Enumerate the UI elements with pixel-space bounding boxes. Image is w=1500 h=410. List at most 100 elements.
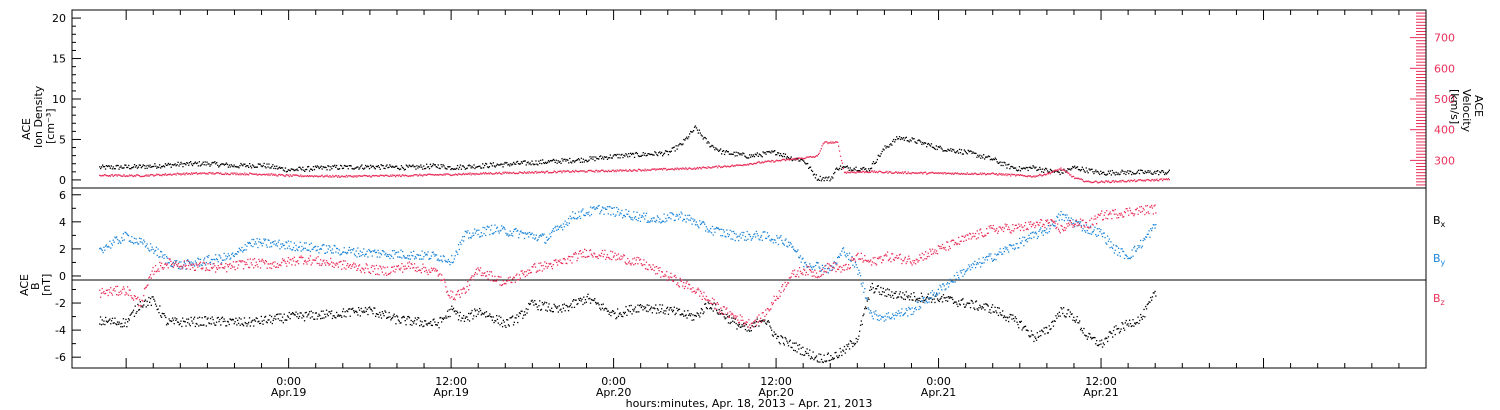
ion-density-point: [170, 166, 172, 168]
bx-point: [539, 300, 541, 302]
ion-density-point: [921, 143, 923, 145]
by-point: [403, 256, 405, 258]
velocity-point: [493, 173, 495, 175]
bx-point: [154, 303, 157, 305]
velocity-point: [869, 171, 872, 174]
velocity-point: [985, 174, 987, 176]
bz-point: [110, 287, 112, 289]
ion-density-point: [405, 164, 407, 166]
bx-point: [1151, 296, 1154, 298]
bx-point: [274, 315, 276, 317]
ion-density-point: [383, 167, 385, 169]
velocity-point: [966, 172, 968, 174]
ion-density-point: [191, 163, 193, 165]
bx-point: [314, 318, 316, 320]
ion-density-point: [871, 163, 874, 165]
bz-point: [103, 290, 105, 293]
velocity-point: [390, 174, 392, 176]
by-point: [1053, 225, 1055, 227]
bx-point: [518, 315, 520, 318]
bx-point: [288, 311, 290, 314]
velocity-point: [861, 171, 863, 173]
bx-point: [309, 317, 312, 319]
by-point: [941, 289, 943, 291]
by-point: [798, 257, 801, 259]
by-point: [221, 259, 224, 261]
by-point: [186, 260, 188, 262]
bx-point: [650, 307, 652, 310]
velocity-point: [798, 157, 800, 159]
ion-density-point: [213, 162, 215, 164]
velocity-point: [565, 170, 567, 172]
bx-point: [375, 313, 378, 315]
by-point: [1130, 256, 1132, 258]
by-point: [410, 251, 412, 253]
by-point: [792, 245, 794, 248]
bx-point: [222, 320, 224, 323]
bz-point: [218, 267, 220, 269]
by-point: [465, 231, 467, 233]
bz-point: [157, 268, 159, 270]
bx-point: [130, 313, 132, 315]
by-point: [452, 261, 455, 263]
ion-density-point: [1147, 170, 1149, 172]
bx-point: [518, 312, 521, 314]
ion-density-point: [145, 165, 147, 167]
bx-point: [832, 358, 835, 360]
velocity-point: [595, 169, 597, 171]
ion-density-point: [411, 165, 413, 167]
by-point: [401, 257, 403, 259]
ion-density-point: [464, 168, 466, 170]
ion-density-point: [418, 165, 420, 167]
ion-density-point: [269, 167, 271, 169]
bx-point: [598, 304, 600, 306]
velocity-point: [983, 173, 985, 175]
bx-point: [825, 361, 827, 363]
by-point: [641, 214, 643, 217]
ion-density-point: [575, 159, 578, 161]
bx-point: [118, 321, 120, 323]
ion-density-point: [506, 161, 508, 164]
by-point: [615, 214, 617, 216]
ion-density-point: [512, 163, 514, 165]
by-point: [1139, 245, 1141, 247]
by-point: [882, 316, 884, 318]
bx-point: [877, 285, 879, 287]
velocity-point: [555, 172, 557, 174]
velocity-point: [133, 175, 136, 177]
bz-point: [152, 266, 154, 269]
bz-point: [179, 265, 181, 268]
bx-point: [1135, 322, 1137, 324]
by-point: [459, 241, 461, 243]
velocity-point: [1090, 181, 1092, 184]
velocity-point: [443, 173, 445, 175]
bx-point: [304, 312, 306, 314]
bx-point: [807, 352, 809, 355]
bx-point: [529, 303, 531, 306]
bx-point: [382, 312, 384, 315]
ion-density-point: [223, 164, 226, 166]
velocity-point: [569, 171, 571, 173]
velocity-point: [137, 174, 140, 176]
by-point: [876, 319, 879, 321]
velocity-point: [376, 175, 378, 177]
ion-density-point: [328, 165, 330, 168]
ion-density-point: [681, 144, 683, 146]
by-point: [132, 243, 135, 245]
velocity-point: [264, 174, 266, 176]
bx-point: [840, 351, 842, 353]
by-point: [914, 308, 916, 310]
by-point: [824, 268, 826, 270]
velocity-point: [727, 165, 729, 168]
velocity-point: [1054, 169, 1056, 171]
velocity-point: [269, 174, 271, 177]
velocity-point: [748, 164, 750, 166]
by-point: [873, 311, 875, 313]
velocity-point: [397, 175, 400, 177]
ion-density-point: [399, 168, 402, 170]
velocity-point: [415, 174, 417, 176]
by-point: [523, 232, 525, 234]
ion-density-point: [682, 143, 684, 145]
by-point: [911, 307, 913, 309]
by-point: [897, 313, 899, 315]
